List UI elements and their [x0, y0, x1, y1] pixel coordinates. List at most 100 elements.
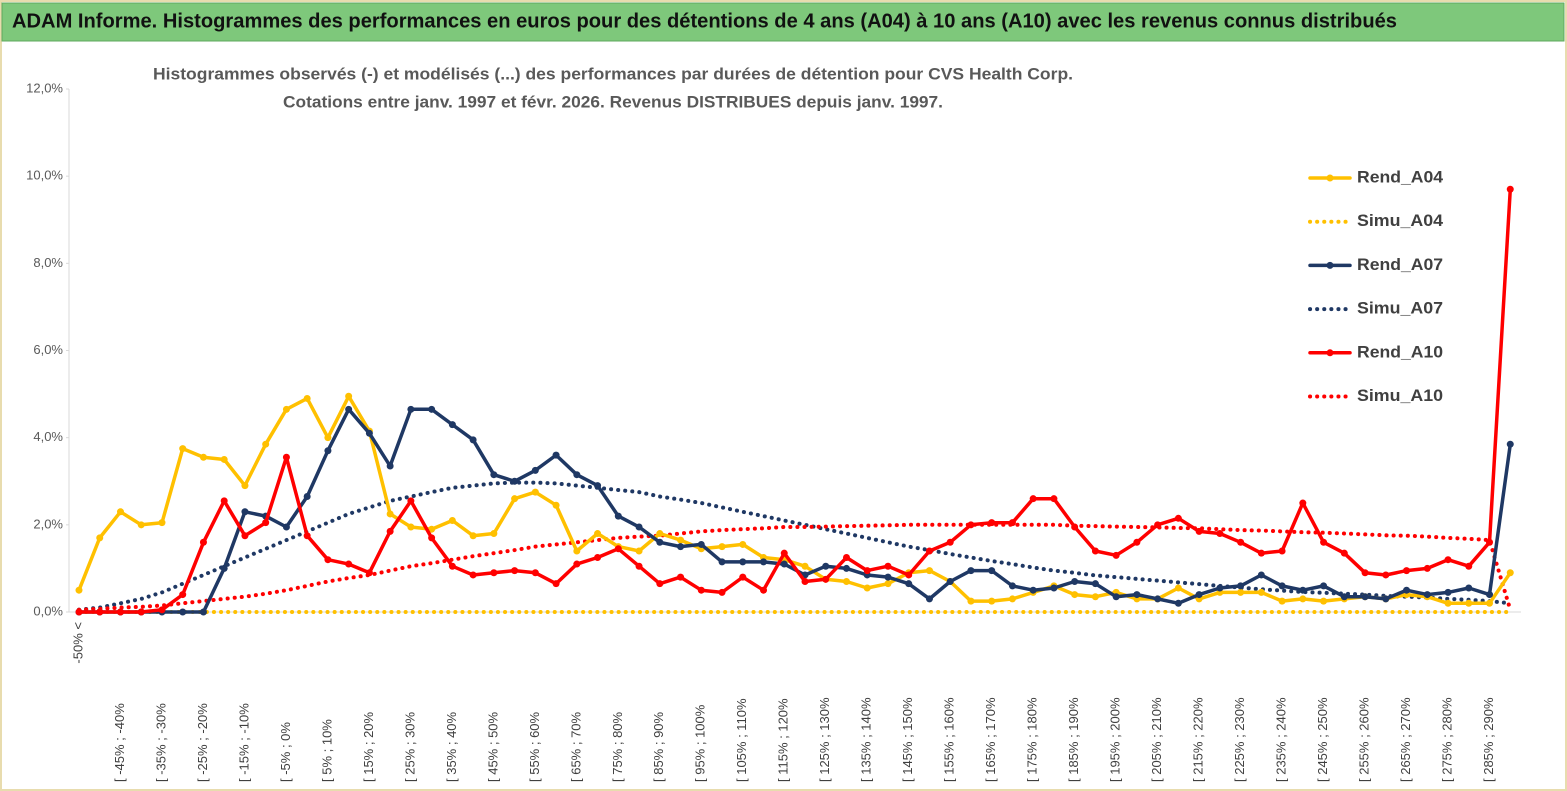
- x-tick-label: [ 45% ; 50%: [485, 711, 500, 782]
- data-point: [116, 508, 124, 516]
- data-point: [490, 471, 498, 479]
- series-line: [77, 187, 1513, 614]
- data-point: [1071, 591, 1079, 599]
- data-point: [1299, 586, 1307, 594]
- data-point: [1237, 582, 1245, 590]
- x-tick-label: [ 135% ; 140%: [859, 697, 874, 782]
- x-tick-label: [ 25% ; 30%: [402, 711, 417, 782]
- data-point: [241, 508, 249, 516]
- y-tick-label: 0,0%: [33, 603, 63, 618]
- legend-box: [1295, 155, 1467, 420]
- data-point: [1029, 495, 1037, 503]
- data-point: [739, 540, 747, 548]
- data-point: [1008, 582, 1016, 590]
- data-point: [303, 493, 311, 501]
- x-tick-label: [ 15% ; 20%: [361, 711, 376, 782]
- y-tick-label: 4,0%: [33, 429, 63, 444]
- data-point: [158, 606, 166, 614]
- data-point: [345, 392, 353, 400]
- data-point: [739, 573, 747, 581]
- data-point: [241, 482, 249, 490]
- data-point: [490, 569, 498, 577]
- data-point: [635, 562, 643, 570]
- data-point: [1237, 538, 1245, 546]
- data-point: [1486, 599, 1494, 607]
- data-point: [282, 523, 290, 531]
- x-tick-label: [ 215% ; 220%: [1191, 697, 1206, 782]
- data-point: [1257, 571, 1265, 579]
- data-point: [1195, 591, 1203, 599]
- data-point: [1382, 571, 1390, 579]
- data-point: [635, 523, 643, 531]
- data-point: [241, 532, 249, 540]
- data-point: [324, 434, 332, 442]
- data-point: [1278, 597, 1286, 605]
- data-point: [842, 577, 850, 585]
- data-point: [801, 577, 809, 585]
- data-point: [490, 530, 498, 538]
- y-tick-label: 2,0%: [33, 516, 63, 531]
- data-point: [946, 538, 954, 546]
- data-point: [718, 588, 726, 596]
- x-tick-label: [ 225% ; 230%: [1232, 697, 1247, 782]
- data-point: [739, 558, 747, 566]
- data-point: [345, 560, 353, 568]
- data-point: [1071, 577, 1079, 585]
- data-point: [428, 525, 436, 533]
- data-point: [822, 562, 830, 570]
- data-point: [158, 519, 166, 527]
- legend-marker: [1326, 349, 1334, 357]
- x-tick-label: [ 275% ; 280%: [1439, 697, 1454, 782]
- x-tick-label: [ -5% ; 0%: [278, 722, 293, 782]
- data-point: [1050, 495, 1058, 503]
- data-point: [1299, 595, 1307, 603]
- data-point: [1403, 567, 1411, 575]
- data-point: [1133, 591, 1141, 599]
- data-point: [262, 440, 270, 448]
- data-point: [1444, 556, 1452, 564]
- data-point: [511, 477, 519, 485]
- x-tick-label: [ -45% ; -40%: [112, 703, 127, 782]
- data-point: [967, 567, 975, 575]
- data-point: [552, 501, 560, 509]
- plot-area: 0,0% 2,0% 4,0% 6,0% 8,0% 10,0% 12,0% -50% < [ -4…: [26, 80, 1514, 782]
- data-point: [365, 569, 373, 577]
- data-point: [884, 562, 892, 570]
- x-tick-label: [ 85% ; 90%: [651, 711, 666, 782]
- data-point: [1320, 538, 1328, 546]
- chart-title: Histogrammes observés (-) et modélisés (…: [153, 64, 1073, 83]
- data-point: [407, 523, 415, 531]
- x-tick-label: -50% <: [70, 622, 85, 664]
- data-point: [531, 488, 539, 496]
- data-point: [760, 558, 768, 566]
- data-point: [635, 547, 643, 555]
- data-point: [469, 532, 477, 540]
- x-tick-label: [ 145% ; 150%: [900, 697, 915, 782]
- data-point: [531, 569, 539, 577]
- data-point: [448, 562, 456, 570]
- data-point: [760, 586, 768, 594]
- data-point: [656, 538, 664, 546]
- data-point: [656, 530, 664, 538]
- data-point: [1340, 593, 1348, 601]
- data-point: [1506, 440, 1514, 448]
- data-point: [573, 560, 581, 568]
- data-point: [863, 584, 871, 592]
- data-point: [1029, 586, 1037, 594]
- data-point: [199, 538, 207, 546]
- data-point: [1257, 549, 1265, 557]
- y-tick-label: 8,0%: [33, 255, 63, 270]
- y-tick-label: 12,0%: [26, 80, 63, 95]
- legend-marker: [1326, 261, 1334, 269]
- data-point: [884, 580, 892, 588]
- data-point: [1299, 499, 1307, 507]
- data-point: [822, 575, 830, 583]
- data-point: [1465, 584, 1473, 592]
- data-point: [1486, 591, 1494, 599]
- x-tick-label: [ 125% ; 130%: [817, 697, 832, 782]
- data-point: [179, 445, 187, 453]
- x-tick-label: [ 165% ; 170%: [983, 697, 998, 782]
- x-tick-label: [ 235% ; 240%: [1274, 697, 1289, 782]
- data-point: [905, 571, 913, 579]
- data-point: [137, 608, 145, 616]
